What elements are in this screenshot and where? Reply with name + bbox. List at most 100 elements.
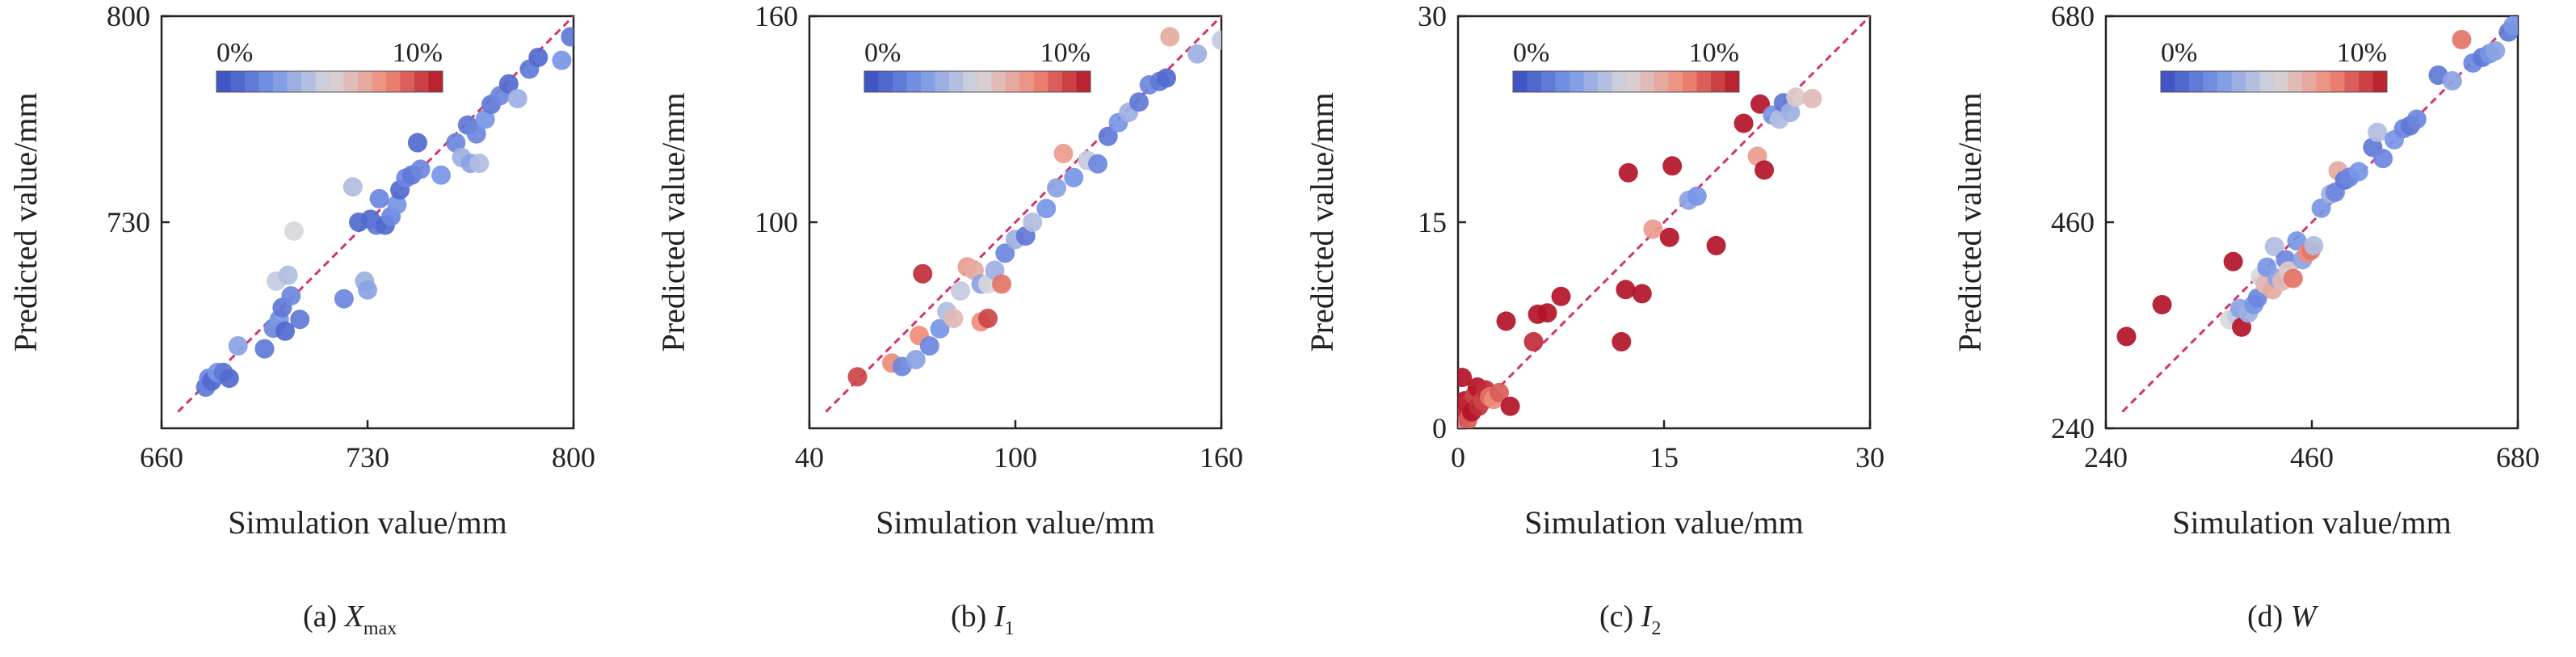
- colorbar-cell: [358, 71, 372, 92]
- data-point: [2348, 162, 2368, 182]
- data-point: [1687, 186, 1707, 206]
- data-point: [1706, 235, 1726, 255]
- panel-caption: (a) Xmax: [303, 600, 397, 639]
- y-tick-label: 240: [2051, 412, 2095, 444]
- data-point: [369, 188, 389, 208]
- data-point: [2152, 295, 2172, 314]
- colorbar-cell: [1654, 71, 1669, 92]
- colorbar-cell: [287, 71, 302, 92]
- colorbar-cell: [1034, 71, 1048, 92]
- colorbar-cell: [273, 71, 288, 92]
- colorbar-cell: [2302, 71, 2317, 92]
- colorbar-cell: [245, 71, 259, 92]
- points: [2116, 16, 2518, 347]
- colorbar-cell: [864, 71, 879, 92]
- data-point: [278, 265, 298, 285]
- chart-panel-4: 240 460 680 240 460 680 Simulation value/mm Pre…: [1952, 0, 2540, 634]
- colorbar-cell: [935, 71, 950, 92]
- colorbar-cell: [991, 71, 1006, 92]
- x-axis-label: Simulation value/mm: [228, 504, 507, 541]
- x-tick-label: 160: [1200, 441, 1243, 474]
- colorbar-cell: [893, 71, 907, 92]
- data-point: [275, 321, 295, 341]
- colorbar-cell: [949, 71, 964, 92]
- data-point: [358, 280, 377, 300]
- data-point: [1496, 311, 1516, 331]
- data-point: [1750, 94, 1770, 114]
- data-point: [1490, 382, 1509, 402]
- y-tick-label: 15: [1418, 206, 1447, 238]
- data-point: [1733, 113, 1754, 133]
- data-point: [919, 336, 939, 356]
- data-point: [2311, 198, 2331, 218]
- data-point: [2304, 235, 2324, 255]
- data-point: [1632, 284, 1652, 304]
- colorbar-cell: [878, 71, 893, 92]
- data-point: [2368, 122, 2388, 142]
- x-tick-label: 800: [552, 441, 595, 474]
- chart-panel-2: 40 100 160 100 160 Simulation value/mm Predict…: [655, 0, 1243, 639]
- colorbar-cell: [1725, 71, 1740, 92]
- colorbar-frame: [216, 70, 443, 93]
- data-point: [1160, 27, 1180, 47]
- colorbar-cell: [2288, 71, 2303, 92]
- data-point: [1802, 89, 1822, 108]
- data-point: [342, 177, 363, 197]
- data-point: [1754, 160, 1775, 180]
- data-point: [930, 318, 950, 339]
- colorbar-cell: [1513, 71, 1528, 92]
- colorbar-cell: [2161, 71, 2175, 92]
- data-point: [906, 350, 926, 369]
- data-point: [431, 165, 452, 185]
- data-point: [1088, 154, 1107, 174]
- data-point: [2503, 16, 2518, 36]
- x-tick-label: 660: [140, 441, 183, 474]
- data-point: [334, 288, 354, 309]
- data-point: [1036, 199, 1057, 218]
- colorbar-cell: [2316, 71, 2331, 92]
- y-axis-label: Predicted value/mm: [655, 92, 691, 352]
- colorbar-cell: [1541, 71, 1556, 92]
- panel-caption: (c) I2: [1599, 600, 1661, 639]
- data-point: [1662, 156, 1683, 176]
- colorbar-cell: [977, 71, 992, 92]
- colorbar-cell: [1555, 71, 1570, 92]
- data-point: [1129, 92, 1149, 112]
- data-point: [387, 195, 407, 215]
- x-tick-label: 15: [1649, 441, 1679, 474]
- colorbar-min-label: 0%: [2161, 38, 2197, 68]
- colorbar-min-label: 0%: [1513, 38, 1549, 68]
- y-tick-label: 160: [754, 0, 798, 32]
- data-point: [498, 74, 519, 94]
- data-point: [913, 263, 933, 284]
- colorbar-cell: [1668, 71, 1683, 92]
- colorbar-cell: [2359, 71, 2373, 92]
- data-point: [466, 124, 486, 144]
- data-point: [1523, 331, 1544, 352]
- data-point: [847, 367, 868, 387]
- colorbar-cell: [2344, 71, 2360, 92]
- x-tick-label: 460: [2290, 441, 2334, 474]
- colorbar-cell: [343, 71, 359, 92]
- colorbar-max-label: 10%: [1689, 38, 1739, 68]
- data-point: [1023, 213, 1043, 232]
- y-tick-label: 460: [2051, 206, 2095, 238]
- y-tick-label: 0: [1432, 412, 1447, 444]
- data-point: [254, 339, 275, 359]
- data-point: [528, 48, 548, 67]
- data-point: [1786, 87, 1806, 107]
- data-point: [1500, 396, 1520, 416]
- data-point: [1157, 68, 1176, 88]
- colorbar-cell: [1696, 71, 1712, 92]
- data-point: [2442, 70, 2462, 91]
- data-point: [469, 154, 490, 174]
- panel-caption: (b) I1: [951, 600, 1014, 639]
- colorbar-cell: [2231, 71, 2246, 92]
- colorbar-min-label: 0%: [216, 38, 253, 68]
- colorbar-cell: [1062, 71, 1077, 92]
- data-point: [1064, 167, 1084, 187]
- y-axis-label: Predicted value/mm: [1952, 92, 1988, 352]
- colorbar-cell: [1583, 71, 1599, 92]
- data-point: [1458, 368, 1473, 388]
